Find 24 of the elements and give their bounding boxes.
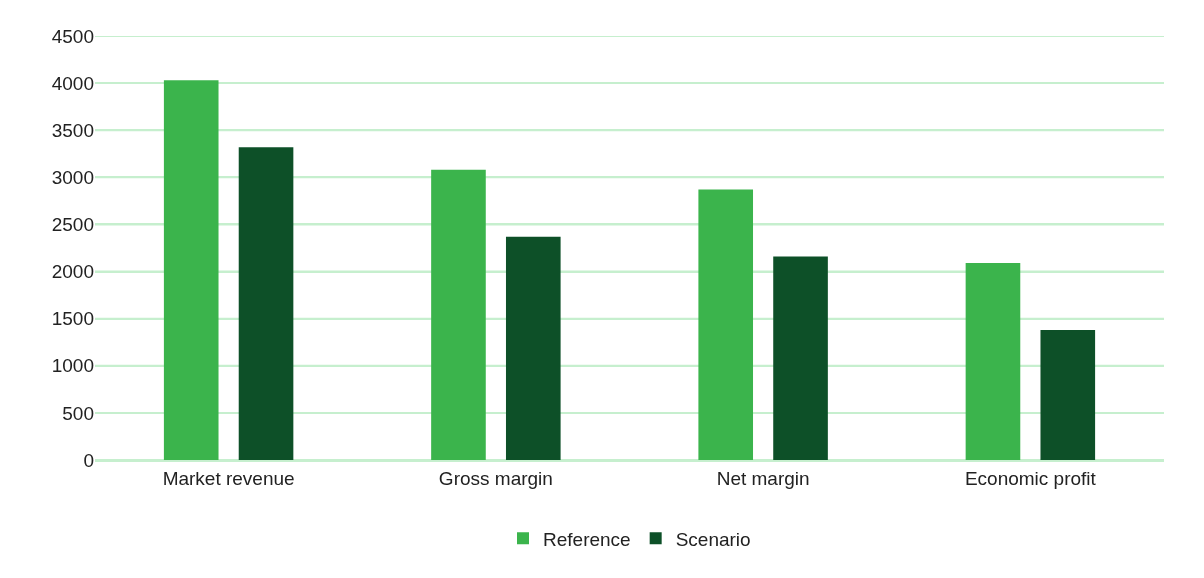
y-tick-label: 1500 [51, 308, 94, 330]
legend-label: Scenario [675, 528, 751, 550]
legend-label: Reference [543, 528, 631, 550]
y-tick-label: 2500 [51, 214, 94, 236]
bar [773, 256, 828, 460]
x-tick-label: Economic profit [964, 467, 1097, 489]
bar [1040, 329, 1096, 460]
x-tick-label: Market revenue [162, 467, 295, 489]
y-tick-label: 1000 [51, 355, 94, 377]
y-tick-label: 2000 [51, 261, 94, 283]
bar [698, 189, 754, 460]
y-tick-label: 3000 [51, 166, 94, 188]
y-tick-label: 4000 [51, 72, 94, 94]
bar [163, 80, 219, 460]
x-tick-label: Gross margin [438, 467, 553, 489]
bar [505, 236, 561, 460]
bar [431, 169, 486, 460]
y-tick-label: 3500 [51, 119, 94, 141]
x-tick-label: Net margin [716, 467, 810, 489]
y-tick-label: 4500 [51, 25, 94, 47]
y-tick-label: 0 [83, 449, 94, 471]
y-tick-label: 500 [62, 402, 94, 424]
bar [965, 263, 1021, 460]
bar [238, 147, 294, 460]
